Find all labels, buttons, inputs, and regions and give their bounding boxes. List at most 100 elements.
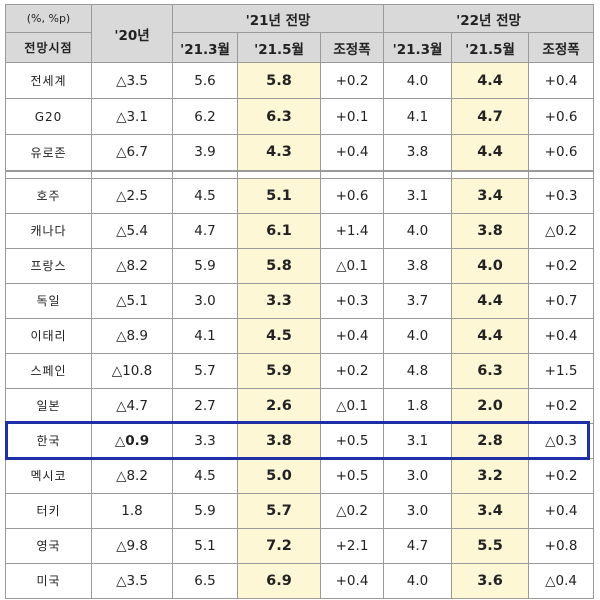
cell-y20: △3.1	[91, 98, 173, 135]
cell-m21: 3.9	[172, 134, 238, 171]
sub-adj-2021: 조정폭	[319, 32, 385, 63]
country-name: 일본	[5, 387, 92, 424]
cell-m21: 5.7	[172, 352, 238, 389]
cell-adj22: +0.7	[528, 282, 595, 319]
cell-may22: 3.4	[451, 177, 530, 214]
cell-may21: 5.7	[237, 492, 321, 529]
cell-may21: 4.5	[237, 317, 321, 354]
cell-y20: △4.7	[91, 387, 173, 424]
cell-m21: 3.3	[172, 422, 238, 459]
cell-m22: 4.0	[383, 62, 453, 99]
cell-y20: △10.8	[91, 352, 173, 389]
country-name: 영국	[5, 527, 92, 564]
country-name: 유로존	[5, 134, 92, 171]
cell-may21: 5.8	[237, 62, 321, 99]
cell-m21: 5.1	[172, 527, 238, 564]
country-name: G20	[5, 98, 92, 135]
cell-adj22: +0.6	[528, 98, 595, 135]
cell-adj22: +0.2	[528, 457, 595, 494]
cell-y20: △2.5	[91, 177, 173, 214]
cell-y20: △0.9	[91, 422, 173, 459]
cell-may21: 6.9	[237, 562, 321, 599]
cell-m22: 3.8	[383, 247, 453, 284]
cell-m21: 6.5	[172, 562, 238, 599]
table-row: 이태리 △8.9 4.1 4.5 +0.4 4.0 4.4 +0.4	[5, 317, 595, 354]
group-separator	[5, 169, 595, 179]
cell-may21: 5.1	[237, 177, 321, 214]
country-name: 전세계	[5, 62, 92, 99]
cell-m22: 4.1	[383, 98, 453, 135]
cell-m21: 4.5	[172, 177, 238, 214]
cell-adj21: +0.2	[319, 352, 385, 389]
country-name: 멕시코	[5, 457, 92, 494]
cell-m21: 2.7	[172, 387, 238, 424]
cell-m21: 5.9	[172, 492, 238, 529]
cell-m21: 3.0	[172, 282, 238, 319]
cell-m21: 4.7	[172, 212, 238, 249]
cell-may22: 4.4	[451, 134, 530, 171]
cell-m22: 3.7	[383, 282, 453, 319]
table-row: 캐나다 △5.4 4.7 6.1 +1.4 4.0 3.8 △0.2	[5, 212, 595, 249]
cell-may22: 3.8	[451, 212, 530, 249]
table-body: 전세계 △3.5 5.6 5.8 +0.2 4.0 4.4 +0.4 G20 △3.1 6.2 6.3…	[5, 62, 595, 599]
table-row: 유로존 △6.7 3.9 4.3 +0.4 3.8 4.4 +0.6	[5, 134, 595, 171]
cell-y20: 1.8	[91, 492, 173, 529]
sub-may-2021: '21.5월	[237, 32, 321, 63]
cell-adj21: +0.1	[319, 98, 385, 135]
country-name: 한국	[5, 422, 92, 459]
cell-may22: 3.6	[451, 562, 530, 599]
country-name: 호주	[5, 177, 92, 214]
cell-adj21: +1.4	[319, 212, 385, 249]
cell-m21: 4.5	[172, 457, 238, 494]
view-label: 전망시점	[5, 32, 92, 63]
table-row: 일본 △4.7 2.7 2.6 △0.1 1.8 2.0 +0.2	[5, 387, 595, 424]
cell-adj22: +0.8	[528, 527, 595, 564]
cell-may21: 2.6	[237, 387, 321, 424]
cell-y20: △9.8	[91, 527, 173, 564]
country-name: 터키	[5, 492, 92, 529]
cell-adj22: △0.2	[528, 212, 595, 249]
table-row: 호주 △2.5 4.5 5.1 +0.6 3.1 3.4 +0.3	[5, 177, 595, 214]
cell-m22: 4.0	[383, 212, 453, 249]
cell-m22: 4.0	[383, 317, 453, 354]
table-row: 멕시코 △8.2 4.5 5.0 +0.5 3.0 3.2 +0.2	[5, 457, 595, 494]
cell-may21: 4.3	[237, 134, 321, 171]
cell-may21: 6.3	[237, 98, 321, 135]
table-row: 독일 △5.1 3.0 3.3 +0.3 3.7 4.4 +0.7	[5, 282, 595, 319]
cell-may21: 5.0	[237, 457, 321, 494]
cell-m22: 1.8	[383, 387, 453, 424]
cell-y20: △5.1	[91, 282, 173, 319]
cell-adj21: +0.5	[319, 422, 385, 459]
cell-m22: 3.1	[383, 177, 453, 214]
cell-adj21: △0.1	[319, 247, 385, 284]
cell-adj21: +0.3	[319, 282, 385, 319]
cell-may22: 4.4	[451, 282, 530, 319]
cell-may21: 5.8	[237, 247, 321, 284]
cell-y20: △8.9	[91, 317, 173, 354]
group-2022: '22년 전망	[383, 4, 595, 33]
cell-m22: 3.8	[383, 134, 453, 171]
cell-m22: 3.1	[383, 422, 453, 459]
sub-adj-2022: 조정폭	[528, 32, 595, 63]
cell-adj22: +0.6	[528, 134, 595, 171]
cell-may22: 5.5	[451, 527, 530, 564]
cell-adj22: △0.4	[528, 562, 595, 599]
unit-label: (%, %p)	[5, 4, 92, 33]
country-name: 이태리	[5, 317, 92, 354]
cell-m21: 5.6	[172, 62, 238, 99]
cell-may22: 3.4	[451, 492, 530, 529]
cell-adj21: +0.4	[319, 317, 385, 354]
cell-may22: 2.8	[451, 422, 530, 459]
cell-may22: 4.0	[451, 247, 530, 284]
country-name: 독일	[5, 282, 92, 319]
table-row: 미국 △3.5 6.5 6.9 +0.4 4.0 3.6 △0.4	[5, 562, 595, 599]
table-row: 스페인 △10.8 5.7 5.9 +0.2 4.8 6.3 +1.5	[5, 352, 595, 389]
cell-adj21: +2.1	[319, 527, 385, 564]
cell-y20: △3.5	[91, 562, 173, 599]
cell-may22: 4.4	[451, 317, 530, 354]
cell-adj22: △0.3	[528, 422, 595, 459]
cell-adj22: +1.5	[528, 352, 595, 389]
cell-adj22: +0.4	[528, 492, 595, 529]
cell-m22: 4.8	[383, 352, 453, 389]
cell-adj21: +0.2	[319, 62, 385, 99]
